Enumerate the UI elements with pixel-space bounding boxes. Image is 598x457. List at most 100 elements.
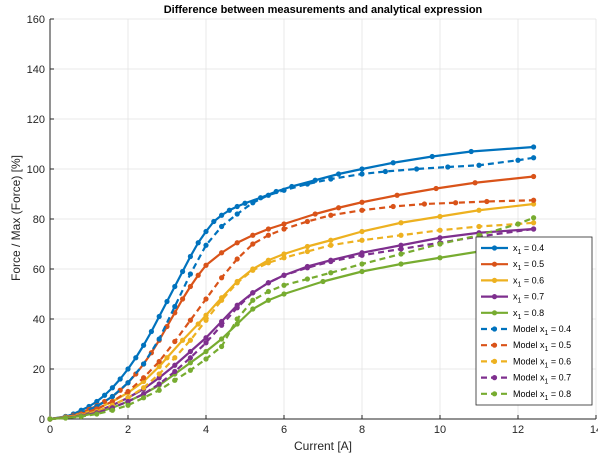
series-point — [180, 337, 186, 343]
y-tick-label: 140 — [27, 64, 45, 76]
series-point — [187, 283, 193, 290]
series-point — [281, 282, 287, 288]
series-point — [234, 240, 240, 246]
series-point — [476, 207, 482, 213]
legend-entry: x1 = 0.6 — [513, 275, 544, 288]
series-point — [94, 411, 100, 417]
series-point — [242, 200, 248, 206]
series-point — [234, 211, 240, 217]
legend-marker — [491, 358, 498, 364]
series-point — [172, 362, 178, 368]
series-point — [398, 251, 404, 257]
series-point — [156, 358, 162, 365]
series-point — [180, 296, 186, 302]
legend-entry: x1 = 0.4 — [513, 243, 544, 256]
series-point — [281, 226, 287, 232]
legend-entry: Model x1 = 0.7 — [513, 373, 571, 386]
series-point — [359, 207, 365, 213]
series-point — [304, 248, 310, 255]
series-point — [359, 171, 365, 177]
series-point — [250, 297, 256, 303]
series-point — [234, 203, 240, 210]
series-point — [187, 348, 193, 355]
series-point — [156, 313, 162, 320]
series-point — [234, 316, 240, 322]
series-point — [172, 338, 178, 345]
series-point — [531, 220, 537, 226]
series-point — [304, 218, 310, 225]
series-point — [304, 181, 310, 187]
series-point — [359, 268, 365, 275]
series-point — [109, 385, 115, 391]
series-point — [250, 241, 256, 247]
legend-entry: x1 = 0.8 — [513, 308, 544, 321]
series-point — [328, 258, 334, 265]
y-tick-label: 20 — [33, 364, 45, 376]
series-point — [203, 262, 209, 268]
x-tick-label: 6 — [281, 424, 287, 436]
series-point — [203, 296, 209, 302]
legend-marker — [491, 342, 498, 348]
series-point — [226, 207, 232, 213]
legend-marker — [491, 375, 498, 381]
series-point — [117, 376, 123, 382]
series-point — [63, 415, 69, 421]
series-point — [531, 155, 537, 161]
x-axis-label: Current [A] — [294, 439, 352, 453]
x-tick-label: 8 — [359, 424, 365, 436]
series-point — [359, 237, 365, 243]
series-point — [102, 392, 108, 398]
legend-entry: Model x1 = 0.6 — [513, 356, 571, 369]
series-point — [531, 197, 537, 203]
x-tick-label: 0 — [47, 424, 53, 436]
series-point — [453, 200, 459, 206]
series-point — [421, 201, 427, 207]
series-point — [359, 228, 365, 235]
series-point — [141, 342, 147, 348]
legend-entry: x1 = 0.7 — [513, 292, 544, 305]
series-point — [390, 160, 396, 166]
y-tick-label: 100 — [27, 164, 45, 176]
series-point — [304, 243, 310, 250]
series-point — [203, 340, 209, 346]
series-point — [141, 361, 147, 367]
series-point — [394, 192, 400, 198]
series-point — [125, 388, 131, 395]
series-point — [250, 200, 256, 206]
series-point — [336, 205, 342, 211]
series-point — [515, 157, 521, 163]
series-point — [281, 221, 287, 227]
y-axis-label: Force / Max (Force) [%] — [9, 155, 23, 281]
legend-entry: Model x1 = 0.8 — [513, 389, 571, 402]
series-point — [359, 166, 365, 172]
legend-marker — [491, 391, 498, 397]
series-point — [265, 297, 271, 303]
series-point — [172, 368, 178, 375]
series-point — [281, 272, 287, 278]
legend-marker — [491, 310, 498, 316]
series-point — [156, 363, 162, 370]
legend-entry: x1 = 0.5 — [513, 259, 544, 272]
series-point — [437, 235, 443, 241]
series-point — [472, 180, 478, 186]
series-point — [250, 306, 256, 312]
series-point — [304, 265, 310, 271]
series-point — [141, 375, 147, 381]
series-point — [187, 271, 193, 277]
series-point — [141, 385, 147, 391]
series-line — [49, 216, 535, 421]
series-point — [531, 215, 537, 221]
y-tick-label: 120 — [27, 114, 45, 126]
series-point — [203, 317, 209, 323]
series-point — [141, 391, 147, 397]
series-point — [203, 242, 209, 248]
series-point — [398, 242, 404, 248]
series-point — [203, 348, 209, 355]
legend-marker — [491, 245, 498, 251]
series-point — [125, 402, 131, 408]
y-tick-label: 0 — [39, 414, 45, 426]
series-point — [156, 371, 162, 377]
series-point — [398, 261, 404, 267]
series-point — [78, 413, 84, 420]
